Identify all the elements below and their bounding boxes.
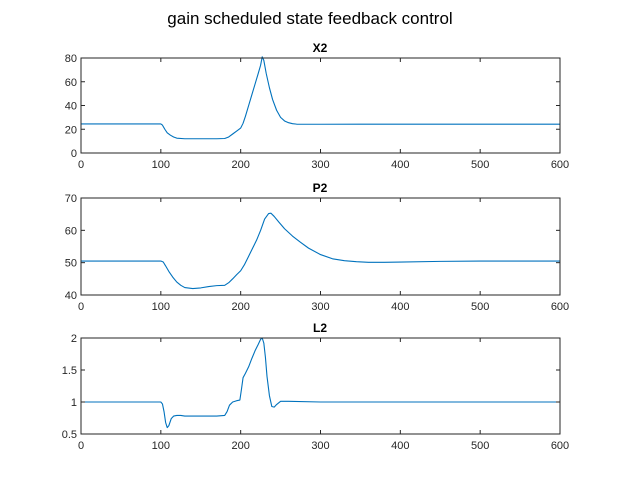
y-tick-label-p2: 50 xyxy=(65,258,77,270)
x-tick-label-p2: 300 xyxy=(311,301,329,313)
y-tick-label-x2: 60 xyxy=(65,77,77,89)
subplot-x2: X2 0 100 200 300 400 500 600 0 20 40 60 80 xyxy=(65,41,569,171)
x-tick-label-x2: 0 xyxy=(78,159,84,171)
y-tick-label-x2: 40 xyxy=(65,101,77,113)
x-tick-label-x2: 200 xyxy=(231,159,249,171)
x-tick-label-x2: 100 xyxy=(152,159,170,171)
subplot-title-p2: P2 xyxy=(313,181,328,195)
subplot-title-x2: X2 xyxy=(313,41,328,55)
y-tick-label-x2: 20 xyxy=(65,124,77,136)
axes-box-l2 xyxy=(80,337,561,435)
x-tick-label-l2: 600 xyxy=(551,440,569,452)
x-tick-label-p2: 500 xyxy=(471,301,489,313)
subplot-p2: P2 0 100 200 300 400 500 600 40 50 60 70 xyxy=(65,181,569,313)
y-tick-label-l2: 1.5 xyxy=(62,365,77,377)
y-tick-label-x2: 0 xyxy=(71,148,77,160)
x-tick-label-l2: 500 xyxy=(471,440,489,452)
axes-box-p2 xyxy=(80,197,561,296)
series-line-p2 xyxy=(81,212,560,290)
x-tick-label-p2: 600 xyxy=(551,301,569,313)
x-tick-label-l2: 200 xyxy=(231,440,249,452)
x-tick-label-p2: 100 xyxy=(152,301,170,313)
x-tick-label-l2: 0 xyxy=(78,440,84,452)
axes-box-x2 xyxy=(80,57,561,154)
x-tick-label-l2: 400 xyxy=(391,440,409,452)
y-tick-label-x2: 80 xyxy=(65,53,77,65)
y-tick-label-p2: 70 xyxy=(65,193,77,205)
x-tick-label-p2: 200 xyxy=(231,301,249,313)
x-tick-label-x2: 400 xyxy=(391,159,409,171)
x-tick-label-p2: 400 xyxy=(391,301,409,313)
x-tick-label-l2: 100 xyxy=(152,440,170,452)
subplot-title-l2: L2 xyxy=(313,321,327,335)
x-tick-label-x2: 600 xyxy=(551,159,569,171)
x-tick-label-p2: 0 xyxy=(78,301,84,313)
y-tick-label-p2: 40 xyxy=(65,290,77,302)
series-line-x2 xyxy=(81,56,560,140)
x-tick-label-x2: 500 xyxy=(471,159,489,171)
y-tick-label-p2: 60 xyxy=(65,225,77,237)
x-tick-label-l2: 300 xyxy=(311,440,329,452)
y-tick-label-l2: 0.5 xyxy=(62,429,77,441)
x-tick-label-x2: 300 xyxy=(311,159,329,171)
figure-title: gain scheduled state feedback control xyxy=(167,9,452,28)
series-line-l2 xyxy=(81,337,560,429)
subplot-l2: L2 0 100 200 300 400 500 600 0.5 1 1.5 2 xyxy=(62,321,569,452)
y-tick-label-l2: 2 xyxy=(71,333,77,345)
y-tick-label-l2: 1 xyxy=(71,397,77,409)
